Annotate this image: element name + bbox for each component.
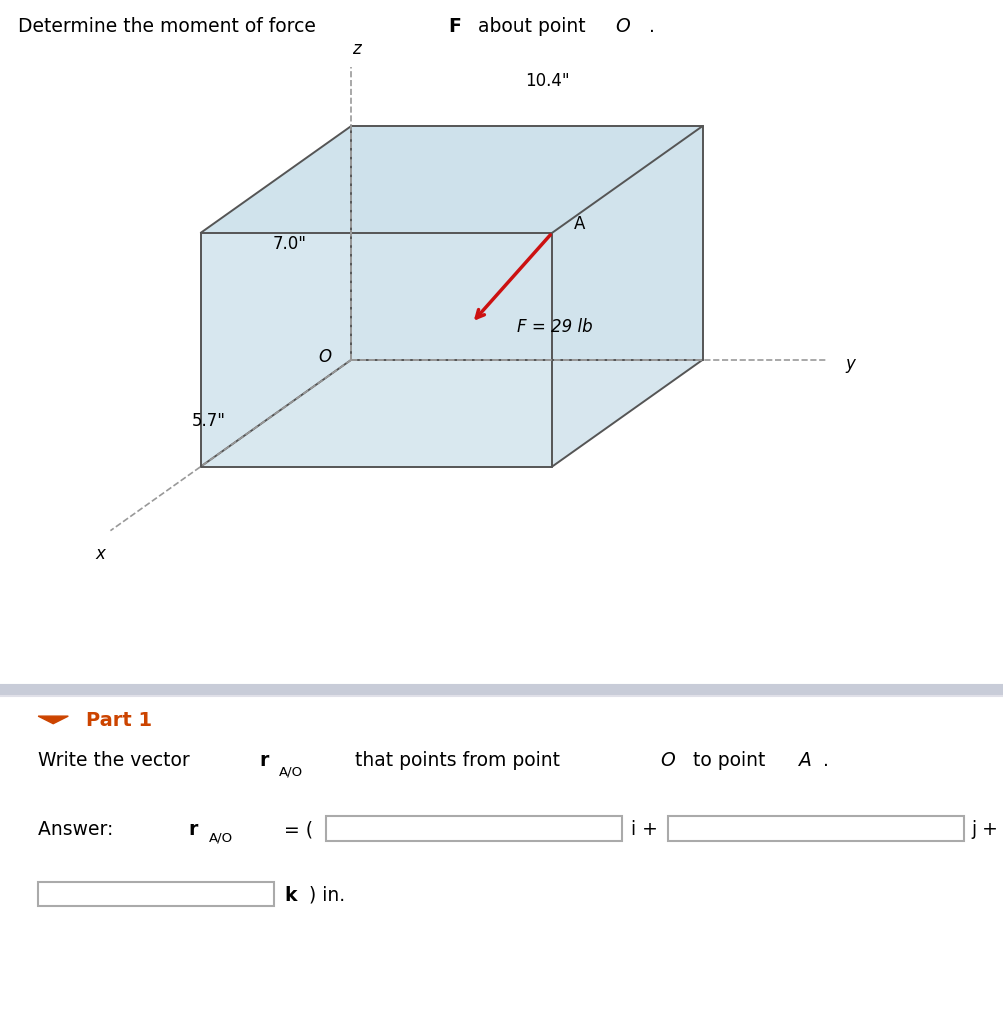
Text: 5.7": 5.7"	[192, 411, 226, 430]
Text: Determine the moment of force: Determine the moment of force	[18, 17, 322, 36]
Text: i +: i +	[630, 819, 657, 838]
Text: 10.4": 10.4"	[525, 72, 569, 90]
Text: .: .	[822, 750, 828, 769]
Text: z: z	[352, 40, 360, 59]
Polygon shape	[201, 234, 552, 467]
Text: x: x	[95, 545, 105, 562]
Text: y: y	[846, 355, 855, 373]
Polygon shape	[38, 717, 68, 724]
Text: Answer:: Answer:	[38, 819, 119, 838]
FancyBboxPatch shape	[326, 817, 622, 841]
FancyBboxPatch shape	[667, 817, 963, 841]
Text: F = 29 lb: F = 29 lb	[517, 318, 592, 336]
Text: 7.0": 7.0"	[272, 235, 306, 253]
FancyBboxPatch shape	[38, 882, 274, 907]
Text: to point: to point	[686, 750, 770, 769]
Text: .: .	[648, 17, 654, 36]
Text: = (: = (	[278, 819, 313, 838]
Text: A: A	[574, 214, 585, 233]
Text: A/O: A/O	[279, 765, 303, 777]
Polygon shape	[201, 126, 351, 467]
Text: Write the vector: Write the vector	[38, 750, 196, 769]
Polygon shape	[201, 360, 702, 467]
Text: r: r	[189, 819, 198, 838]
Text: O: O	[660, 750, 675, 769]
Text: that points from point: that points from point	[349, 750, 566, 769]
Text: Part 1: Part 1	[86, 710, 152, 729]
Text: O: O	[318, 348, 331, 366]
Polygon shape	[351, 126, 702, 360]
Text: j +: j +	[971, 819, 998, 838]
Text: F: F	[447, 17, 460, 36]
Polygon shape	[552, 126, 702, 467]
Text: k: k	[284, 885, 296, 904]
Polygon shape	[201, 126, 702, 234]
Text: O: O	[615, 17, 630, 36]
Text: ) in.: ) in.	[309, 885, 345, 904]
Text: A/O: A/O	[209, 831, 233, 843]
Text: A: A	[798, 750, 811, 769]
Text: r: r	[259, 750, 268, 769]
Text: about point: about point	[471, 17, 591, 36]
